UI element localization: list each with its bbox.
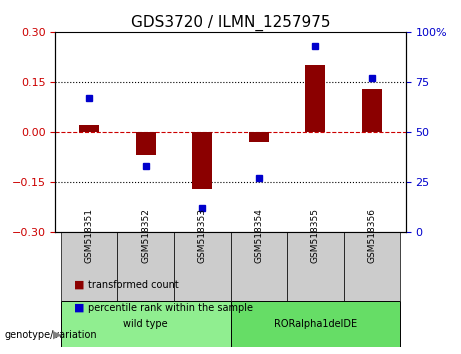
Text: GSM518354: GSM518354: [254, 209, 263, 263]
Text: ■: ■: [74, 303, 84, 313]
Text: ■: ■: [74, 280, 84, 290]
FancyBboxPatch shape: [287, 232, 343, 301]
FancyBboxPatch shape: [174, 232, 230, 301]
Text: GSM518352: GSM518352: [141, 209, 150, 263]
FancyBboxPatch shape: [118, 232, 174, 301]
Title: GDS3720 / ILMN_1257975: GDS3720 / ILMN_1257975: [131, 14, 330, 30]
Text: wild type: wild type: [124, 319, 168, 329]
Text: GSM518356: GSM518356: [367, 208, 376, 263]
FancyBboxPatch shape: [230, 301, 400, 347]
Text: GSM518353: GSM518353: [198, 208, 207, 263]
Text: genotype/variation: genotype/variation: [5, 330, 97, 339]
Bar: [362, 88, 382, 132]
Bar: [305, 65, 325, 132]
FancyBboxPatch shape: [61, 301, 230, 347]
FancyBboxPatch shape: [230, 232, 287, 301]
Bar: [136, 132, 156, 155]
Bar: [192, 132, 212, 189]
Bar: [79, 125, 99, 132]
FancyBboxPatch shape: [61, 232, 118, 301]
Text: percentile rank within the sample: percentile rank within the sample: [88, 303, 253, 313]
Text: ▶: ▶: [53, 330, 61, 339]
Text: RORalpha1delDE: RORalpha1delDE: [274, 319, 357, 329]
Bar: [249, 132, 269, 142]
Text: transformed count: transformed count: [88, 280, 178, 290]
Text: GSM518355: GSM518355: [311, 208, 320, 263]
Text: GSM518351: GSM518351: [85, 208, 94, 263]
FancyBboxPatch shape: [343, 232, 400, 301]
